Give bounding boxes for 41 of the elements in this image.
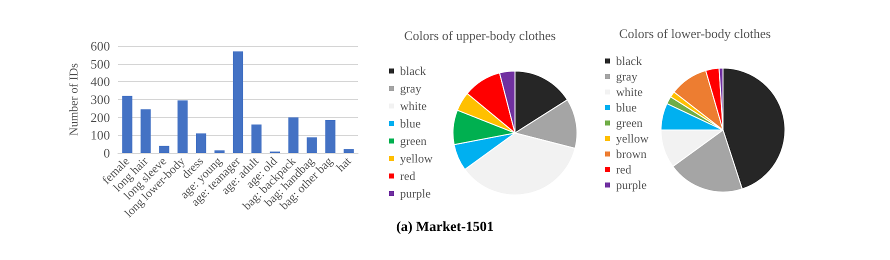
legend-label: purple — [400, 186, 431, 200]
legend-label: purple — [616, 178, 647, 192]
chart-title: Colors of lower-body clothes — [619, 26, 771, 41]
legend-label: black — [400, 64, 426, 78]
chart-title: Colors of upper-body clothes — [404, 28, 556, 43]
bar — [122, 96, 132, 153]
y-tick-label: 400 — [90, 74, 110, 90]
bar — [196, 133, 206, 153]
legend-label: gray — [400, 82, 422, 96]
y-tick-label: 200 — [90, 110, 110, 125]
legend-label: white — [616, 85, 643, 99]
bar — [251, 124, 262, 153]
bar — [178, 100, 188, 153]
bar — [344, 149, 354, 153]
y-tick-label: 100 — [90, 128, 110, 143]
text: (a) Market-1501 — [395, 220, 495, 236]
legend-label: yellow — [400, 152, 433, 166]
legend-label: red — [616, 162, 632, 176]
legend-label: blue — [616, 100, 637, 114]
bar — [288, 117, 298, 153]
y-tick-label: 0 — [104, 146, 110, 160]
legend-label: black — [616, 54, 642, 68]
y-tick-label: 600 — [90, 38, 110, 54]
y-tick-label: 300 — [90, 92, 110, 107]
bar — [214, 150, 225, 153]
bar — [232, 51, 244, 153]
y-tick-label: 500 — [90, 56, 110, 72]
x-tick-label: hat — [333, 154, 354, 174]
bar — [159, 146, 170, 153]
legend-label: brown — [616, 147, 647, 161]
bar — [306, 137, 317, 153]
legend-label: red — [400, 169, 416, 183]
bar — [140, 109, 151, 153]
legend-label: green — [616, 116, 643, 130]
legend-label: white — [400, 99, 427, 113]
legend-label: yellow — [616, 132, 649, 146]
legend-label: gray — [616, 70, 638, 84]
legend-label: green — [400, 134, 427, 148]
bar — [325, 120, 336, 153]
legend-label: blue — [400, 116, 421, 130]
y-axis-title: Number of IDs — [66, 62, 81, 136]
